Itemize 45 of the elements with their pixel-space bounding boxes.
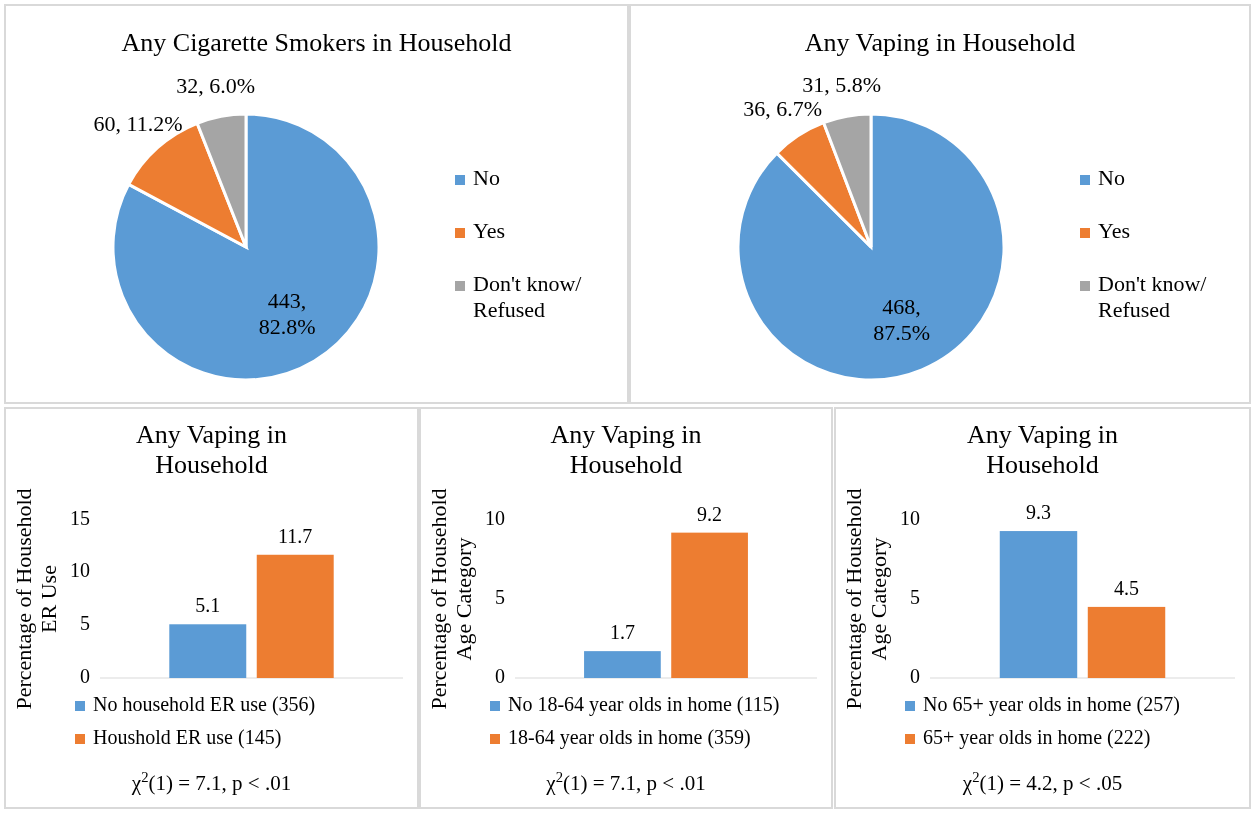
y-tick-label: 5	[910, 585, 920, 608]
legend-label: No	[1098, 165, 1125, 191]
legend-label: Yes	[1098, 218, 1131, 244]
text: χ$^{2}$(1) = 7.1, p < .01	[130, 769, 292, 795]
legend-label: Houshold ER use (145)	[93, 725, 282, 749]
legend-label: 65+ year olds in home (222)	[923, 725, 1151, 749]
data-label: 9.3	[1025, 501, 1051, 524]
y-tick-label: 0	[80, 664, 90, 687]
chart-title: Any Cigarette Smokers in Household	[121, 28, 512, 57]
data-label: 1.7	[609, 621, 635, 644]
legend-label: No	[473, 165, 500, 191]
legend-label: Yes	[473, 218, 506, 244]
y-tick-label: 0	[495, 664, 505, 687]
y-tick-label: 10	[485, 506, 505, 529]
data-label: 5.1	[195, 594, 221, 617]
legend-label: Don't know/Refused	[473, 271, 583, 323]
text: χ$^{2}$(1) = 4.2, p < .05	[961, 769, 1123, 795]
y-tick-label: 5	[495, 585, 505, 608]
data-label: 4.5	[1114, 576, 1140, 599]
y-axis-title: Percentage of Household ER Use	[11, 488, 61, 710]
chart-title: Any Vaping in Household	[550, 420, 702, 479]
data-label: 31, 5.8%	[802, 72, 882, 98]
data-label: 32, 6.0%	[176, 72, 256, 98]
text: χ$^{2}$(1) = 7.1, p < .01	[545, 769, 706, 795]
chart-title: Any Vaping in Household	[804, 28, 1076, 57]
legend-label: No 18-64 year olds in home (115)	[508, 692, 780, 716]
y-tick-label: 5	[80, 611, 90, 634]
y-tick-label: 10	[900, 506, 920, 529]
y-axis-title: Percentage of Household Age Category	[841, 488, 891, 710]
chart-title: Any Vaping in Household	[966, 420, 1119, 479]
data-label: 11.7	[278, 524, 313, 547]
legend-label: No household ER use (356)	[93, 692, 316, 716]
y-tick-label: 15	[70, 506, 90, 529]
data-label: 36, 6.7%	[743, 95, 823, 121]
data-label: 443, 82.8%	[258, 288, 316, 340]
data-label: 468, 87.5%	[873, 293, 931, 345]
y-tick-label: 10	[70, 559, 90, 582]
y-axis-title: Percentage of Household Age Category	[426, 488, 476, 710]
y-tick-label: 0	[910, 664, 920, 687]
data-label: 60, 11.2%	[93, 110, 183, 136]
data-label: 9.2	[697, 502, 723, 525]
legend-label: 18-64 year olds in home (359)	[508, 725, 751, 749]
chart-title: Any Vaping in Household	[135, 420, 288, 479]
legend-label: Don't know/Refused	[1098, 271, 1208, 323]
legend-label: No 65+ year olds in home (257)	[923, 692, 1180, 716]
